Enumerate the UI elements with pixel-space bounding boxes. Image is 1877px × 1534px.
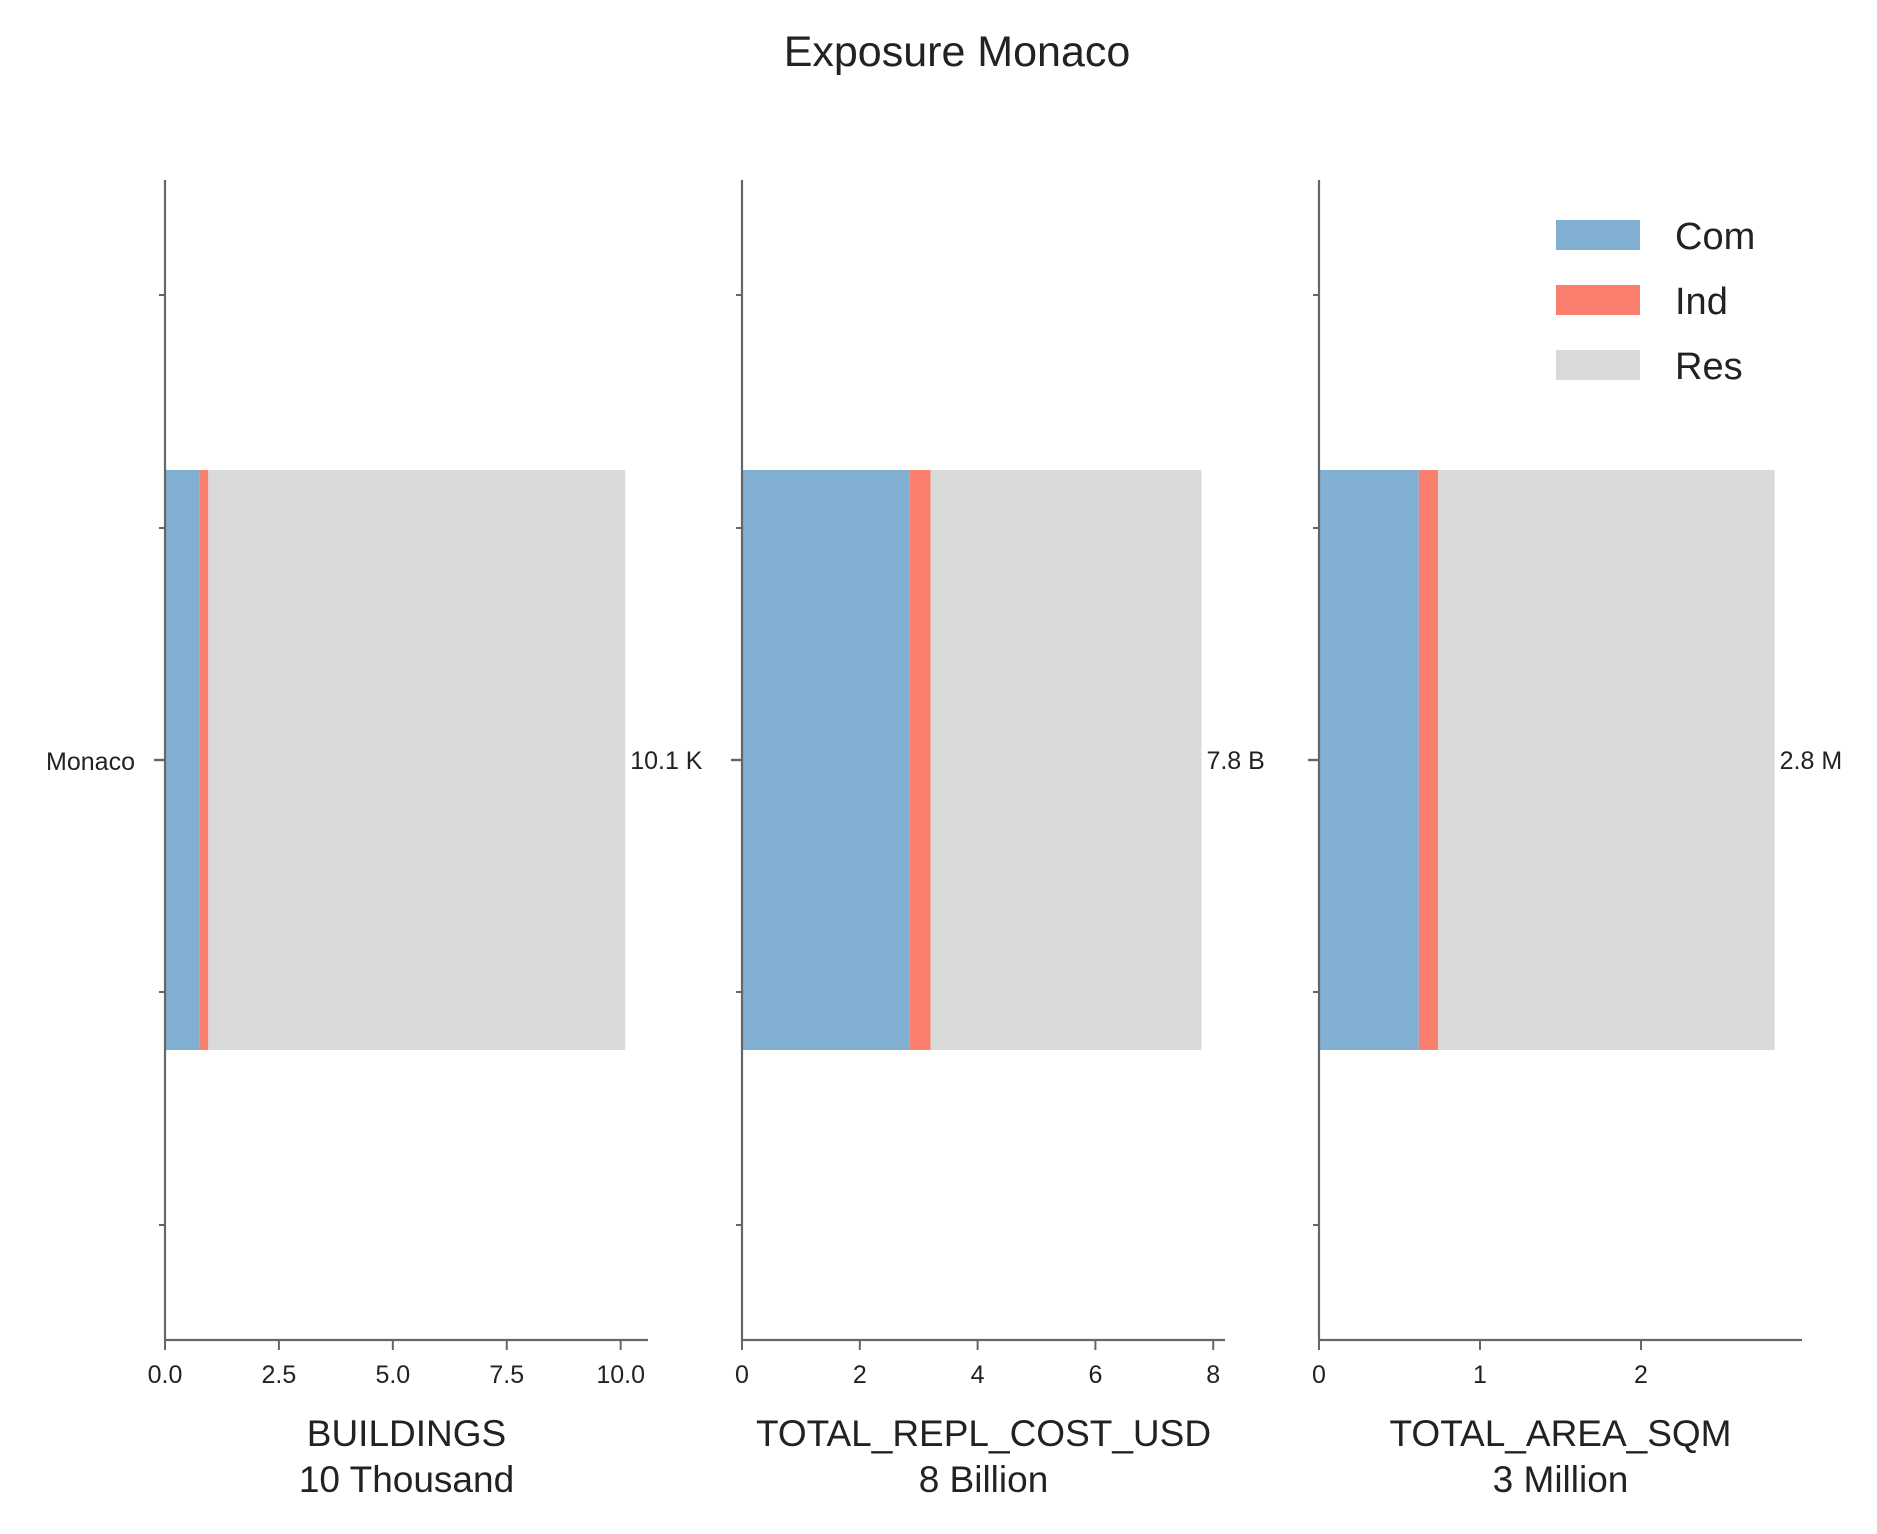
category-label: Monaco (46, 748, 135, 776)
bar-segment-res (208, 470, 626, 1050)
x-axis-subtitle: 10 Thousand (299, 1459, 514, 1500)
bar-segment-res (1438, 470, 1775, 1050)
x-tick-label: 2.5 (262, 1361, 297, 1389)
x-tick-label: 2 (853, 1361, 867, 1389)
panel-1: 10.1 K Monaco 0.0 2.5 5.0 7.5 10.0 BUILDINGS 10 … (46, 180, 703, 1500)
bar-segment-res (930, 470, 1202, 1050)
chart-title: Exposure Monaco (784, 28, 1131, 76)
bar-total-label: 2.8 M (1780, 747, 1843, 775)
x-axis-subtitle: 3 Million (1493, 1459, 1629, 1500)
x-tick-label: 0.0 (148, 1361, 183, 1389)
x-tick-label: 0 (1312, 1361, 1326, 1389)
chart-panels: 10.1 K Monaco 0.0 2.5 5.0 7.5 10.0 BUILDINGS 10 … (46, 180, 1842, 1500)
x-tick-label: 4 (971, 1361, 985, 1389)
x-axis-subtitle: 8 Billion (919, 1459, 1049, 1500)
x-tick-label: 6 (1088, 1361, 1102, 1389)
legend-label-com: Com (1675, 216, 1755, 258)
bar-total-label: 7.8 B (1206, 747, 1264, 775)
x-tick-label: 5.0 (375, 1361, 410, 1389)
panel-2: 7.8 B 0 2 4 6 8 TOTAL_REPL_COST_USD 8 Billion (731, 180, 1265, 1500)
panel-3: 2.8 M 0 1 2 TOTAL_AREA_SQM 3 Million (1308, 180, 1842, 1500)
x-tick-label: 1 (1473, 1361, 1487, 1389)
bar-segment-com (165, 470, 200, 1050)
x-axis-title: TOTAL_REPL_COST_USD (756, 1413, 1211, 1454)
x-axis-title: BUILDINGS (307, 1413, 506, 1454)
bar-segment-ind (199, 470, 209, 1050)
legend-label-res: Res (1675, 346, 1743, 388)
bar-segment-ind (909, 470, 931, 1050)
x-axis-title: TOTAL_AREA_SQM (1389, 1413, 1731, 1454)
bar-total-label: 10.1 K (630, 747, 703, 775)
legend: Com Ind Res (1556, 216, 1755, 388)
legend-swatch-ind (1556, 285, 1640, 315)
x-tick-label: 8 (1206, 1361, 1220, 1389)
bar-segment-com (742, 470, 910, 1050)
x-tick-label: 2 (1634, 1361, 1648, 1389)
x-tick-label: 10.0 (596, 1361, 645, 1389)
bar-segment-com (1319, 470, 1419, 1050)
x-tick-label: 0 (735, 1361, 749, 1389)
x-tick-label: 7.5 (489, 1361, 524, 1389)
legend-swatch-res (1556, 350, 1640, 380)
bar-segment-ind (1418, 470, 1439, 1050)
legend-swatch-com (1556, 220, 1640, 250)
legend-label-ind: Ind (1675, 281, 1728, 323)
